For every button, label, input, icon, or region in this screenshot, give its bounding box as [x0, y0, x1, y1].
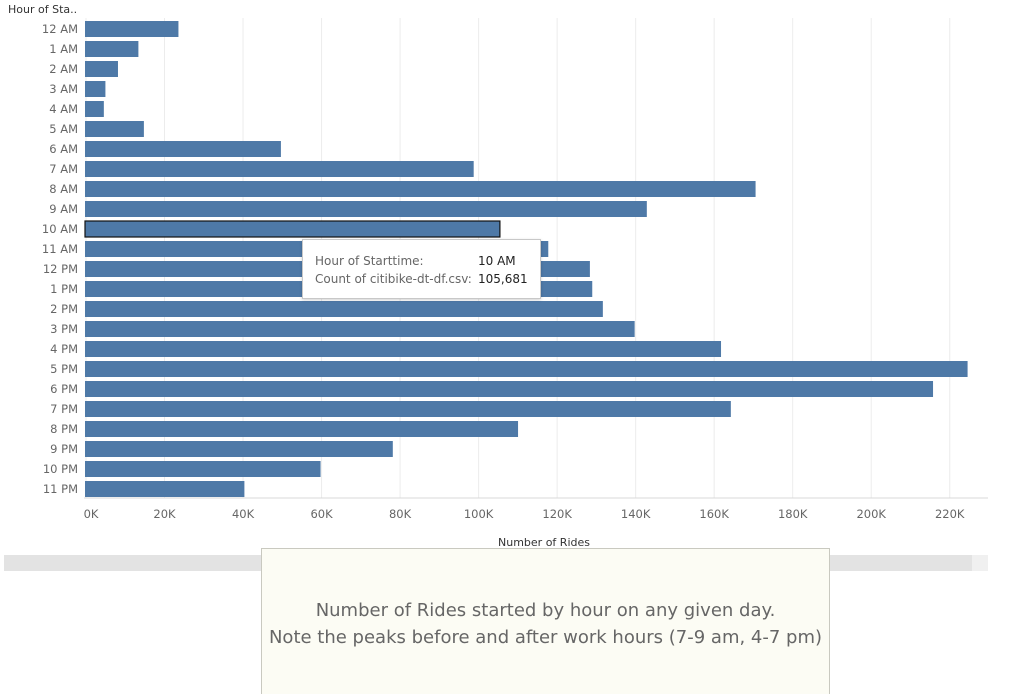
- bar-9-pm[interactable]: [85, 441, 393, 457]
- caption-line-1: Number of Rides started by hour on any g…: [315, 600, 776, 621]
- y-tick-label[interactable]: 3 AM: [49, 82, 78, 96]
- bar-6-pm[interactable]: [85, 381, 934, 397]
- y-tick-label[interactable]: 1 PM: [50, 282, 78, 296]
- bar-2-am[interactable]: [85, 61, 118, 77]
- y-tick-label[interactable]: 7 AM: [49, 162, 78, 176]
- x-tick-label: 60K: [310, 507, 333, 521]
- bar-3-am[interactable]: [85, 81, 106, 97]
- bar-4-pm[interactable]: [85, 341, 722, 357]
- bar-1-am[interactable]: [85, 41, 139, 57]
- bar-6-am[interactable]: [85, 141, 281, 157]
- x-tick-label: 20K: [153, 507, 176, 521]
- x-tick-label: 0K: [84, 507, 99, 521]
- bar-8-am[interactable]: [85, 181, 756, 197]
- y-tick-label[interactable]: 1 AM: [49, 42, 78, 56]
- y-tick-label[interactable]: 4 PM: [50, 342, 78, 356]
- y-tick-label[interactable]: 9 PM: [50, 442, 78, 456]
- y-tick-label[interactable]: 11 AM: [42, 242, 78, 256]
- bar-10-pm[interactable]: [85, 461, 321, 477]
- x-axis-title[interactable]: Number of Rides: [498, 536, 590, 549]
- y-tick-label[interactable]: 12 PM: [43, 262, 78, 276]
- x-tick-label: 40K: [232, 507, 255, 521]
- y-tick-label[interactable]: 2 PM: [50, 302, 78, 316]
- bars: [84, 21, 968, 497]
- bar-3-pm[interactable]: [85, 321, 635, 337]
- bar-9-am[interactable]: [85, 201, 647, 217]
- y-tick-label[interactable]: 11 PM: [43, 482, 78, 496]
- x-tick-label: 140K: [621, 507, 651, 521]
- bar-7-pm[interactable]: [85, 401, 731, 417]
- caption-line-2: Note the peaks before and after work hou…: [268, 627, 823, 648]
- x-tick-label: 80K: [389, 507, 412, 521]
- caption-box: Number of Rides started by hour on any g…: [261, 548, 830, 694]
- bar-5-pm[interactable]: [85, 361, 968, 377]
- y-tick-label[interactable]: 7 PM: [50, 402, 78, 416]
- tooltip-row-count: Count of citibike-dt-df.csv: 105,681: [315, 272, 528, 286]
- bar-8-pm[interactable]: [85, 421, 519, 437]
- tooltip-hour-label: Hour of Starttime:: [315, 254, 424, 268]
- tooltip-row-hour: Hour of Starttime: 10 AM: [315, 254, 516, 268]
- y-tick-label[interactable]: 10 PM: [43, 462, 78, 476]
- bar-11-pm[interactable]: [85, 481, 245, 497]
- tooltip-count-label: Count of citibike-dt-df.csv:: [315, 272, 472, 286]
- x-tick-label: 100K: [464, 507, 494, 521]
- bar-4-am[interactable]: [85, 101, 104, 117]
- y-tick-label[interactable]: 8 AM: [49, 182, 78, 196]
- x-tick-label: 200K: [856, 507, 886, 521]
- y-axis-title[interactable]: Hour of Sta..: [8, 3, 77, 16]
- y-tick-label[interactable]: 6 AM: [49, 142, 78, 156]
- y-tick-label[interactable]: 10 AM: [42, 222, 78, 236]
- x-tick-label: 160K: [699, 507, 729, 521]
- y-tick-label[interactable]: 5 AM: [49, 122, 78, 136]
- tooltip: Hour of Starttime: 10 AM Count of citibi…: [302, 239, 541, 299]
- tooltip-count-value: 105,681: [478, 272, 528, 286]
- scrollbar-end-cap: [972, 555, 988, 571]
- tooltip-hour-value: 10 AM: [478, 254, 516, 268]
- bar-2-pm[interactable]: [85, 301, 603, 317]
- bar-12-am[interactable]: [85, 21, 179, 37]
- x-tick-label: 220K: [935, 507, 965, 521]
- x-tick-label: 120K: [542, 507, 572, 521]
- bar-7-am[interactable]: [85, 161, 474, 177]
- y-tick-label[interactable]: 5 PM: [50, 362, 78, 376]
- bar-5-am[interactable]: [85, 121, 144, 137]
- bar-10-am[interactable]: [84, 220, 501, 238]
- y-tick-labels: 12 AM 1 AM 2 AM 3 AM 4 AM 5 AM 6 AM 7 AM 8 AM 9 A…: [42, 22, 78, 496]
- x-tick-labels: 0K 20K 40K 60K 80K 100K 120K 140K 160K 180K 200K 22…: [84, 507, 965, 521]
- y-tick-label[interactable]: 2 AM: [49, 62, 78, 76]
- y-tick-label[interactable]: 4 AM: [49, 102, 78, 116]
- y-tick-label[interactable]: 8 PM: [50, 422, 78, 436]
- y-tick-label[interactable]: 3 PM: [50, 322, 78, 336]
- x-tick-label: 180K: [778, 507, 808, 521]
- y-tick-label[interactable]: 12 AM: [42, 22, 78, 36]
- y-tick-label[interactable]: 9 AM: [49, 202, 78, 216]
- y-tick-label[interactable]: 6 PM: [50, 382, 78, 396]
